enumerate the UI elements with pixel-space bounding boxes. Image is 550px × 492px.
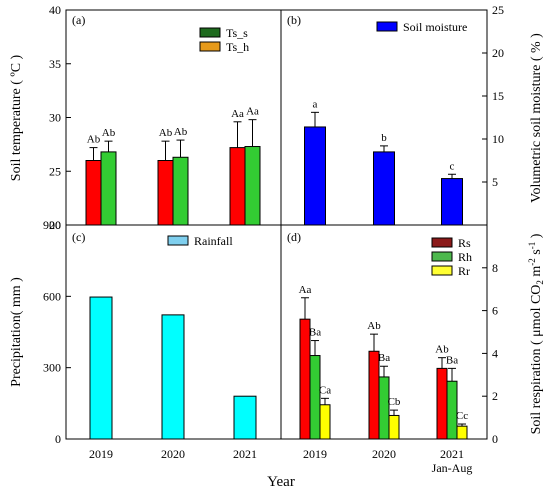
panel-a-legend-label: Ts_s [226,26,248,40]
panel-b-significance-label: a [313,98,318,110]
panel-c-legend-swatch [167,235,189,246]
panel-d-significance-label: Ba [378,352,390,364]
panel-d-ytick-label: 4 [492,346,498,360]
panel-b-label: (b) [287,13,301,27]
panel-b-ytick-label: 15 [492,89,504,103]
panel-d-bar-rs-2021 [436,367,448,440]
panel-b-ytick-label: 20 [492,46,504,60]
panel-b-ytick-label: 25 [492,3,504,17]
panel-a-ytick-label: 20 [49,218,61,232]
panel-a-y-axis-title: Soil temperature ( ºC ) [9,54,24,181]
panel-b-bar-soil-moisture-2021 [441,178,463,226]
panel-c-ytick-label: 0 [55,432,61,446]
panel-c-ytick-label: 600 [43,289,61,303]
panel-d-legend-swatch [431,265,453,276]
panel-b-legend-label: Soil moisture [403,20,467,34]
panel-d-legend-label: Rr [458,264,470,278]
panel-d-ytick-label: 8 [492,261,498,275]
panel-a-bar-ts-s-2020 [157,160,174,226]
panel-d-significance-label: Ab [367,320,381,332]
panel-d-label: (d) [287,230,301,244]
panel-a-ytick-label: 40 [49,3,61,17]
panel-c-ytick-label: 900 [43,218,61,232]
panel-d-ytick-label: 6 [492,304,498,318]
panel-b-bar-soil-moisture-2020 [373,151,395,226]
panel-d-bar-rr-2020 [388,414,400,440]
panel-c-ytick-label: 300 [43,361,61,375]
x-tick-label-2021-left: 2021 [233,447,257,461]
panel-d-ytick-label: 0 [492,432,498,446]
x-tick-label-2021-right: 2021 [440,447,464,461]
x-sublabel: Jan-Aug [432,461,473,475]
panel-a-significance-label: Ab [159,127,173,139]
panel-a-ytick-label: 35 [49,57,61,71]
panel-a-legend-swatch [199,41,221,52]
panel-d-significance-label: Aa [299,284,312,296]
panel-a-bar-ts-h-2019 [100,151,117,226]
x-tick-label-2020-left: 2020 [161,447,185,461]
panel-a-significance-label: Ab [174,126,188,138]
panel-a-label: (a) [72,13,85,27]
panel-a-bar-ts-s-2021 [229,147,246,226]
panel-a-legend-label: Ts_h [226,40,249,54]
panel-c-label: (c) [72,230,85,244]
panel-a-legend-swatch [199,27,221,38]
panel-a-bar-ts-h-2021 [244,146,261,226]
panel-d-bar-rs-2020 [368,350,380,440]
panel-d-significance-label: Ba [446,354,458,366]
panel-b-ytick-label: 5 [492,175,498,189]
panel-a-significance-label: Aa [231,108,244,120]
panel-d-bar-rh-2019 [309,355,321,440]
panel-b-bar-soil-moisture-2019 [304,126,326,226]
panel-d-legend-swatch [431,251,453,262]
tick-marks: 20 25 30 35 40 5 10 15 20 25 0 300 600 900 0 2 4 6 8 [43,3,504,446]
panel-c-y-axis-title: Precipitation( mm ) [9,277,24,387]
panel-c-bar-rainfall-2020 [161,314,185,440]
panel-d-significance-label: Cc [456,410,468,422]
panel-b-significance-label: c [450,160,455,172]
panel-b-legend-swatch [376,21,398,32]
panel-d-bar-rr-2021 [456,425,468,440]
panel-d-legend-label: Rs [458,236,471,250]
panel-b-y-axis-title: Volumetric soil moisture ( % ) [529,33,544,203]
panel-a-bar-ts-h-2020 [172,156,189,226]
panel-b-significance-label: b [381,132,387,144]
panel-a-significance-label: Ab [87,134,101,146]
panel-c-legend-label: Rainfall [194,234,233,248]
panel-d-significance-label: Ab [435,344,449,356]
panel-d-bar-rr-2019 [319,404,331,440]
x-tick-label-2019-right: 2019 [303,447,327,461]
panel-d-y-axis-title: Soil respiration ( μmol CO2 m-2 s-1 ) [527,233,545,434]
panel-a-significance-label: Aa [246,106,259,118]
panel-a-bar-ts-s-2019 [85,160,102,226]
x-tick-label-2019-left: 2019 [89,447,113,461]
panel-d-significance-label: Ba [309,327,321,339]
panel-d-legend-swatch [431,237,453,248]
panel-d-significance-label: Cb [388,396,401,408]
panel-c-bar-rainfall-2021 [233,395,257,440]
panel-a-significance-label: Ab [102,127,116,139]
panel-d-ytick-label: 2 [492,389,498,403]
x-axis-title: Year [267,474,295,490]
panel-c-bar-rainfall-2019 [89,296,113,440]
x-tick-label-2020-right: 2020 [372,447,396,461]
panel-d-legend-label: Rh [458,250,472,264]
panel-d-significance-label: Ca [319,384,331,396]
panel-a-ytick-label: 25 [49,164,61,178]
panel-a-ytick-label: 30 [49,111,61,125]
panel-b-ytick-label: 10 [492,132,504,146]
